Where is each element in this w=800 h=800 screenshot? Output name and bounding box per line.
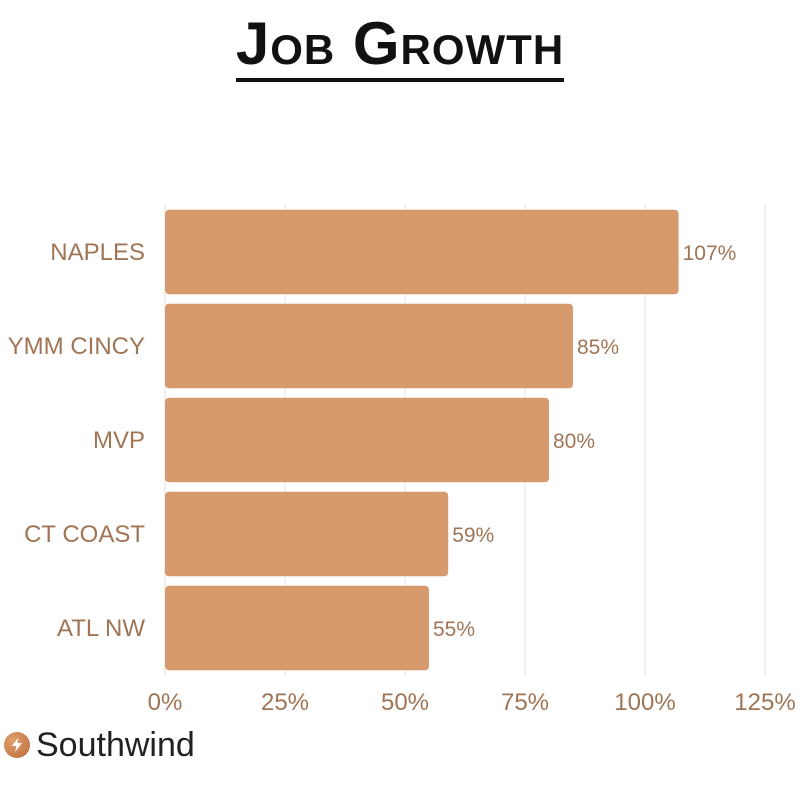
bar (165, 397, 549, 483)
category-label: MVP (93, 427, 145, 454)
bar (165, 303, 573, 389)
brand-name: Southwind (36, 726, 195, 764)
brand-logo: Southwind (4, 728, 195, 762)
bar (165, 209, 679, 295)
value-label: 80% (553, 430, 595, 453)
x-tick-label: 125% (734, 689, 795, 716)
lightning-icon (4, 732, 30, 758)
bars (165, 209, 679, 671)
x-tick-label: 75% (501, 689, 549, 716)
chart-title: Job Growth (235, 14, 565, 82)
value-label: 55% (433, 618, 475, 641)
x-tick-label: 25% (261, 689, 309, 716)
bar (165, 491, 449, 577)
value-label: 85% (577, 336, 619, 359)
category-label: YMM CINCY (8, 333, 145, 360)
x-tick-label: 50% (381, 689, 429, 716)
value-label: 59% (452, 524, 494, 547)
category-label: CT COAST (24, 521, 145, 548)
bar-chart: 0% 25% 50% 75% 100% 125% NAPLES 107% YMM CINCY 85… (8, 205, 796, 716)
x-tick-label: 0% (148, 689, 183, 716)
labels: 0% 25% 50% 75% 100% 125% NAPLES 107% YMM CINCY 85… (8, 239, 796, 716)
category-label: ATL NW (57, 615, 145, 642)
bar (165, 585, 429, 671)
category-label: NAPLES (50, 239, 145, 266)
chart-title-wrap: Job Growth (0, 14, 800, 82)
x-tick-label: 100% (614, 689, 675, 716)
value-label: 107% (683, 242, 737, 265)
